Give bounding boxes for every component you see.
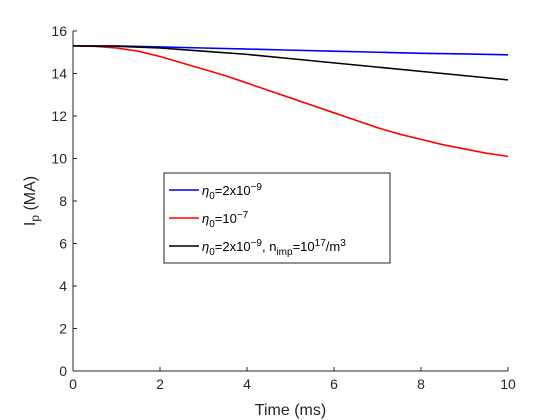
y-tick-label: 12 [51, 108, 67, 124]
y-tick-label: 2 [59, 321, 67, 337]
axis-ticks: 0 2 4 6 8 10 0 2 4 6 8 10 12 14 16 [51, 23, 516, 392]
y-axis-label-unit: (MA) [22, 176, 39, 215]
legend-text-part: −7 [237, 210, 249, 221]
legend-box [163, 172, 391, 264]
y-tick-label: 14 [51, 66, 67, 82]
x-tick-label: 6 [330, 376, 338, 392]
legend-entry-2: η0=10−7 [202, 210, 249, 230]
legend-text-part: −9 [251, 238, 263, 249]
legend-text-part: =2x10 [215, 183, 251, 198]
legend-text-part: , n [262, 239, 276, 254]
legend-text-part: 0 [209, 191, 215, 202]
legend: η0=2x10−9η0=10−7η0=2x10−9, nimp=1017/m3 [163, 172, 391, 264]
legend-text-part: =10 [293, 239, 315, 254]
series-layer [72, 45, 509, 158]
x-tick-label: 8 [417, 376, 425, 392]
legend-text-part: 0 [209, 219, 215, 230]
x-tick-label: 10 [500, 376, 516, 392]
y-tick-label: 0 [59, 363, 67, 379]
y-tick-label: 4 [59, 278, 67, 294]
legend-text-part: η [202, 211, 209, 226]
series-line-3 [72, 45, 509, 81]
legend-text-part: 3 [340, 238, 346, 249]
legend-text-part: imp [276, 247, 293, 258]
series-line-1 [73, 45, 509, 56]
legend-entry-3: η0=2x10−9, nimp=1017/m3 [202, 238, 346, 258]
legend-text-part: −9 [251, 182, 263, 193]
y-axis-label-main: I [22, 222, 39, 226]
legend-text-part: =10 [215, 211, 237, 226]
y-tick-label: 10 [51, 151, 67, 167]
legend-text-part: η [202, 239, 209, 254]
series-line-2 [72, 45, 509, 158]
x-tick-label: 2 [156, 376, 164, 392]
legend-text-part: 0 [209, 247, 215, 258]
x-axis-label: Time (ms) [255, 402, 326, 419]
legend-text-part: =2x10 [215, 239, 251, 254]
legend-text-part: η [202, 183, 209, 198]
y-tick-label: 8 [59, 193, 67, 209]
y-axis-label: Ip (MA) [22, 176, 42, 226]
legend-text-part: 17 [315, 238, 327, 249]
x-tick-label: 0 [69, 376, 77, 392]
legend-entry-1: η0=2x10−9 [202, 182, 262, 202]
x-tick-label: 4 [243, 376, 251, 392]
y-tick-label: 16 [51, 23, 67, 39]
y-tick-label: 6 [59, 236, 67, 252]
legend-text-part: /m [326, 239, 340, 254]
y-axis-label-sub: p [28, 215, 42, 222]
